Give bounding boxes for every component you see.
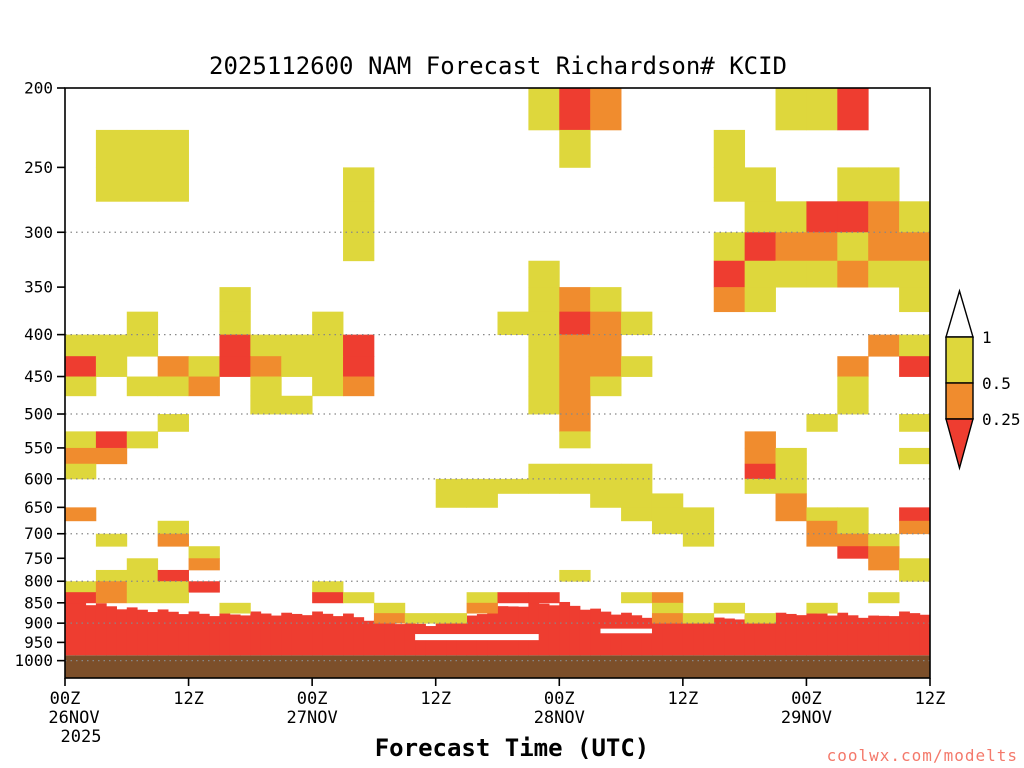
ground-band xyxy=(65,655,930,678)
x-date-label: 2025 xyxy=(61,727,102,747)
x-tick-label: 12Z xyxy=(915,689,946,709)
y-tick-label: 400 xyxy=(24,325,53,344)
y-tick-label: 950 xyxy=(24,633,53,652)
y-tick-label: 300 xyxy=(24,223,53,242)
legend-upper-arrow xyxy=(945,288,974,338)
y-tick-label: 550 xyxy=(24,438,53,457)
y-tick-label: 200 xyxy=(24,79,53,98)
colorbar-legend: 1 0.5 0.25 xyxy=(945,288,1021,471)
legend-label: 1 xyxy=(982,328,992,347)
y-tick-label: 600 xyxy=(24,469,53,488)
y-tick-label: 800 xyxy=(24,572,53,591)
x-tick-label: 00Z xyxy=(791,689,822,709)
pressure-gridlines xyxy=(65,231,930,662)
y-tick-label: 700 xyxy=(24,524,53,543)
y-axis: 200 250 300 350 400 450 500 550 600 650 700 750 800 8… xyxy=(14,79,65,670)
x-tick-label: 00Z xyxy=(50,689,81,709)
y-tick-label: 900 xyxy=(24,614,53,633)
legend-band-yellow xyxy=(945,336,974,384)
y-tick-label: 350 xyxy=(24,278,53,297)
x-date-label: 26NOV xyxy=(48,708,99,728)
x-date-label: 28NOV xyxy=(534,708,585,728)
y-tick-label: 450 xyxy=(24,367,53,386)
watermark-text: coolwx.com/modelts xyxy=(826,746,1018,765)
legend-lower-arrow xyxy=(945,418,974,471)
x-date-label: 29NOV xyxy=(781,708,832,728)
low-level-turbulence-band xyxy=(65,599,930,656)
y-tick-label: 500 xyxy=(24,405,53,424)
plot-frame xyxy=(64,87,931,679)
x-date-label: 27NOV xyxy=(287,708,338,728)
legend-band-orange xyxy=(945,382,974,420)
legend-label: 0.25 xyxy=(982,410,1021,429)
x-tick-label: 12Z xyxy=(667,689,698,709)
x-axis-title: Forecast Time (UTC) xyxy=(374,734,650,762)
x-tick-label: 12Z xyxy=(173,689,204,709)
x-tick-label: 00Z xyxy=(544,689,575,709)
y-tick-label: 750 xyxy=(24,549,53,568)
chart-title: 2025112600 NAM Forecast Richardson# KCID xyxy=(209,52,787,80)
y-tick-label: 250 xyxy=(24,158,53,177)
y-tick-label: 850 xyxy=(24,593,53,612)
band-gaps xyxy=(415,628,652,641)
plot-content xyxy=(65,88,930,678)
x-tick-label: 00Z xyxy=(297,689,328,709)
heatmap-cells xyxy=(65,88,930,624)
x-tick-label: 12Z xyxy=(420,689,451,709)
y-tick-label: 1000 xyxy=(14,651,53,670)
y-tick-label: 650 xyxy=(24,498,53,517)
legend-label: 0.5 xyxy=(982,374,1011,393)
